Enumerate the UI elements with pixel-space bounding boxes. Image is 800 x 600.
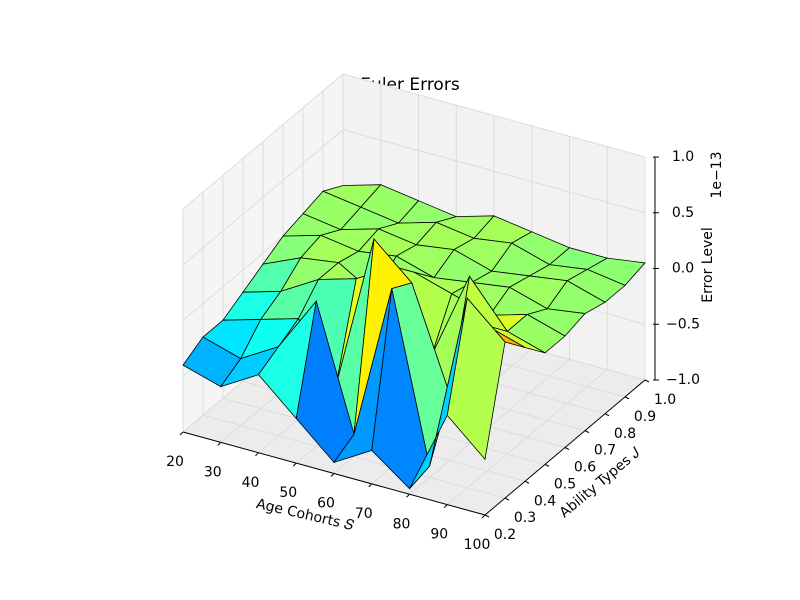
grid-line — [342, 73, 646, 158]
y-tick-label: 0.9 — [634, 409, 656, 425]
tick-mark — [584, 430, 590, 434]
x-axis-line — [182, 431, 486, 516]
tick-mark — [524, 480, 530, 484]
z-offset-label: 1e−13 — [709, 151, 725, 198]
tick-mark — [443, 504, 448, 508]
x-tick-label: 80 — [393, 516, 411, 532]
tick-mark — [368, 483, 373, 488]
grid-line — [342, 129, 646, 214]
grid-line — [202, 414, 506, 499]
tick-mark — [179, 431, 184, 436]
tick-mark — [217, 442, 222, 446]
z-tick-label: 0.0 — [672, 261, 694, 277]
y-tick-label: 0.7 — [594, 443, 616, 459]
x-tick-label: 40 — [242, 475, 260, 491]
tick-mark — [484, 514, 490, 518]
x-tick-label: 50 — [279, 485, 297, 501]
tick-mark — [604, 413, 610, 417]
grid-line — [182, 129, 344, 266]
tick-mark — [330, 473, 335, 477]
x-tick-label: 70 — [355, 506, 373, 522]
z-tick-label: 1.0 — [672, 149, 694, 165]
y-tick-label: 0.3 — [514, 510, 536, 526]
tick-mark — [544, 463, 550, 467]
tick-mark — [624, 396, 630, 400]
x-tick-label: 90 — [430, 527, 448, 543]
tick-mark — [481, 514, 486, 519]
z-tick-label: 0.5 — [672, 205, 694, 221]
x-tick-label: 20 — [166, 454, 184, 470]
x-tick-label: 100 — [464, 537, 491, 553]
z-axis-label: Error Level — [700, 227, 716, 303]
tick-mark — [504, 497, 510, 501]
z-tick-label: −0.5 — [666, 316, 700, 332]
tick-mark — [564, 447, 570, 450]
y-tick-label: 0.2 — [494, 527, 516, 543]
x-axis-label: Age Cohorts 𝑆 — [255, 496, 356, 534]
y-tick-label: 0.8 — [614, 426, 636, 442]
x-tick-label: 30 — [204, 464, 222, 480]
y-axis-line — [484, 379, 646, 516]
grid-line — [182, 73, 344, 210]
y-tick-label: 1.0 — [654, 392, 676, 408]
surface-facet — [446, 297, 506, 461]
tick-mark — [255, 452, 259, 457]
tick-mark — [406, 493, 410, 498]
x-tick-label: 60 — [317, 496, 335, 512]
y-tick-label: 0.4 — [534, 493, 556, 509]
tick-mark — [644, 379, 650, 383]
y-tick-label: 0.5 — [554, 476, 576, 492]
z-tick-label: −1.0 — [666, 372, 700, 388]
tick-mark — [292, 462, 297, 467]
y-tick-label: 0.6 — [574, 460, 596, 476]
